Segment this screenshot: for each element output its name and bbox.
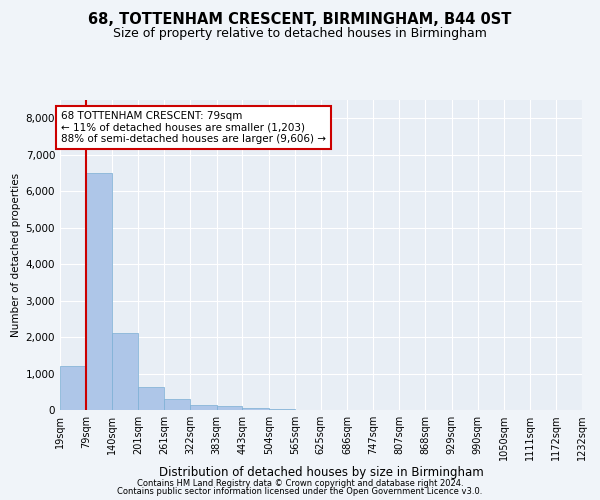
- Text: Size of property relative to detached houses in Birmingham: Size of property relative to detached ho…: [113, 28, 487, 40]
- Bar: [86, 173, 112, 410]
- Text: Contains HM Land Registry data © Crown copyright and database right 2024.: Contains HM Land Registry data © Crown c…: [137, 478, 463, 488]
- Text: Contains public sector information licensed under the Open Government Licence v3: Contains public sector information licen…: [118, 487, 482, 496]
- Bar: [242, 408, 269, 410]
- Text: 68, TOTTENHAM CRESCENT, BIRMINGHAM, B44 0ST: 68, TOTTENHAM CRESCENT, BIRMINGHAM, B44 …: [88, 12, 512, 28]
- X-axis label: Distribution of detached houses by size in Birmingham: Distribution of detached houses by size …: [158, 466, 484, 479]
- Bar: [190, 404, 217, 410]
- Bar: [269, 409, 295, 410]
- Text: 68 TOTTENHAM CRESCENT: 79sqm
← 11% of detached houses are smaller (1,203)
88% of: 68 TOTTENHAM CRESCENT: 79sqm ← 11% of de…: [61, 111, 326, 144]
- Bar: [112, 334, 139, 410]
- Bar: [217, 406, 242, 410]
- Y-axis label: Number of detached properties: Number of detached properties: [11, 173, 22, 337]
- Bar: [139, 388, 164, 410]
- Bar: [164, 398, 190, 410]
- Bar: [60, 366, 86, 410]
